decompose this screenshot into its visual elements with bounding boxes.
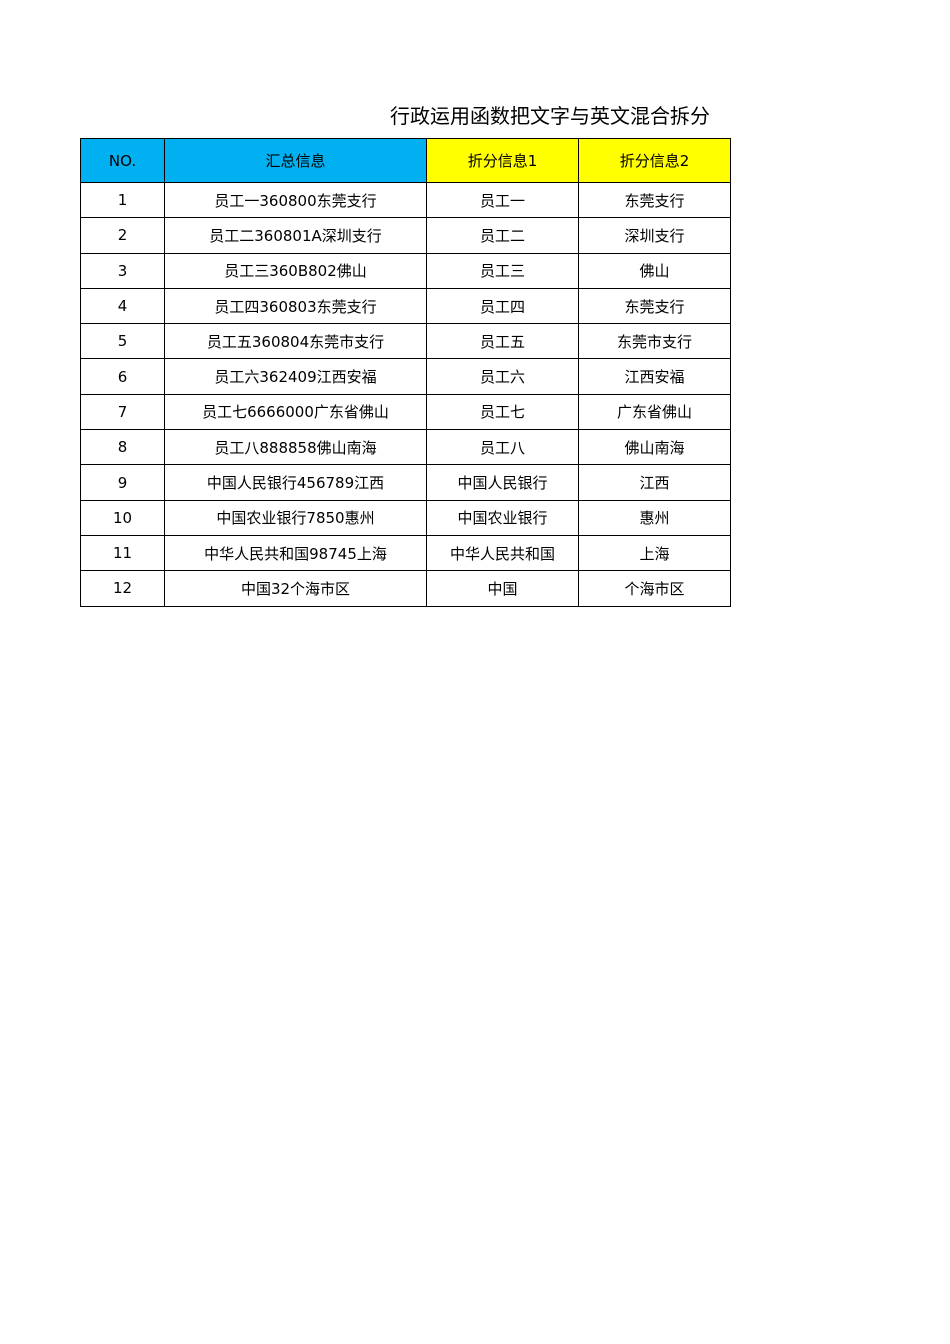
table-cell: 11 <box>80 534 165 572</box>
table-cell: 东莞市支行 <box>578 323 731 360</box>
table-cell: 佛山南海 <box>578 429 731 466</box>
table-cell: 江西 <box>578 464 731 501</box>
table-cell: 4 <box>80 287 165 325</box>
data-table: NO. 汇总信息 折分信息1 折分信息2 1 员工一360800东莞支行 员工一 东莞支行 2… <box>80 138 731 607</box>
table-cell: 员工五 <box>426 323 579 360</box>
table-cell: 上海 <box>578 534 731 572</box>
table-row: 2 员工二360801A深圳支行 员工二 深圳支行 <box>80 217 731 254</box>
table-cell: 1 <box>80 181 165 219</box>
table-cell: 东莞支行 <box>578 287 731 325</box>
table-cell: 江西安福 <box>578 358 731 395</box>
table-cell: 员工七6666000广东省佛山 <box>164 393 427 431</box>
sheet-title: 行政运用函数把文字与英文混合拆分 <box>390 104 710 128</box>
column-header: 汇总信息 <box>164 138 427 183</box>
table-cell: 中国 <box>426 570 579 607</box>
column-header: 折分信息2 <box>578 138 731 183</box>
table-cell: 员工四360803东莞支行 <box>164 287 427 325</box>
table-row: 3 员工三360B802佛山 员工三 佛山 <box>80 252 731 289</box>
table-row: 6 员工六362409江西安福 员工六 江西安福 <box>80 358 731 395</box>
table-cell: 员工一 <box>426 181 579 219</box>
table-cell: 广东省佛山 <box>578 393 731 431</box>
header-row: NO. 汇总信息 折分信息1 折分信息2 <box>80 138 731 183</box>
table-cell: 中国32个海市区 <box>164 570 427 607</box>
table-cell: 10 <box>80 499 165 536</box>
table-cell: 9 <box>80 464 165 501</box>
column-header: NO. <box>80 138 165 183</box>
table-cell: 7 <box>80 393 165 431</box>
table-cell: 员工三360B802佛山 <box>164 252 427 289</box>
table-row: 4 员工四360803东莞支行 员工四 东莞支行 <box>80 287 731 325</box>
table-cell: 东莞支行 <box>578 181 731 219</box>
table-row: 7 员工七6666000广东省佛山 员工七 广东省佛山 <box>80 393 731 431</box>
table-cell: 2 <box>80 217 165 254</box>
table-cell: 中国人民银行 <box>426 464 579 501</box>
table-row: 10 中国农业银行7850惠州 中国农业银行 惠州 <box>80 499 731 536</box>
table-cell: 中国农业银行7850惠州 <box>164 499 427 536</box>
table-cell: 惠州 <box>578 499 731 536</box>
table-cell: 中国农业银行 <box>426 499 579 536</box>
table-row: 9 中国人民银行456789江西 中国人民银行 江西 <box>80 464 731 501</box>
table-cell: 员工七 <box>426 393 579 431</box>
table-cell: 8 <box>80 429 165 466</box>
table-cell: 中华人民共和国98745上海 <box>164 534 427 572</box>
title-area: 行政运用函数把文字与英文混合拆分 <box>80 96 730 132</box>
table-cell: 员工四 <box>426 287 579 325</box>
column-header: 折分信息1 <box>426 138 579 183</box>
table-cell: 3 <box>80 252 165 289</box>
table-cell: 员工二 <box>426 217 579 254</box>
table-cell: 员工八888858佛山南海 <box>164 429 427 466</box>
table-cell: 员工三 <box>426 252 579 289</box>
table-cell: 深圳支行 <box>578 217 731 254</box>
table-cell: 中华人民共和国 <box>426 534 579 572</box>
table-cell: 个海市区 <box>578 570 731 607</box>
table-cell: 员工五360804东莞市支行 <box>164 323 427 360</box>
table-cell: 员工一360800东莞支行 <box>164 181 427 219</box>
table-row: 8 员工八888858佛山南海 员工八 佛山南海 <box>80 429 731 466</box>
table-cell: 员工二360801A深圳支行 <box>164 217 427 254</box>
table-row: 1 员工一360800东莞支行 员工一 东莞支行 <box>80 181 731 219</box>
table-row: 12 中国32个海市区 中国 个海市区 <box>80 570 731 607</box>
table-cell: 员工六 <box>426 358 579 395</box>
table-cell: 6 <box>80 358 165 395</box>
table-cell: 12 <box>80 570 165 607</box>
table-row: 5 员工五360804东莞市支行 员工五 东莞市支行 <box>80 323 731 360</box>
table-cell: 中国人民银行456789江西 <box>164 464 427 501</box>
table-cell: 5 <box>80 323 165 360</box>
table-cell: 佛山 <box>578 252 731 289</box>
table-row: 11 中华人民共和国98745上海 中华人民共和国 上海 <box>80 534 731 572</box>
table-cell: 员工六362409江西安福 <box>164 358 427 395</box>
table-cell: 员工八 <box>426 429 579 466</box>
